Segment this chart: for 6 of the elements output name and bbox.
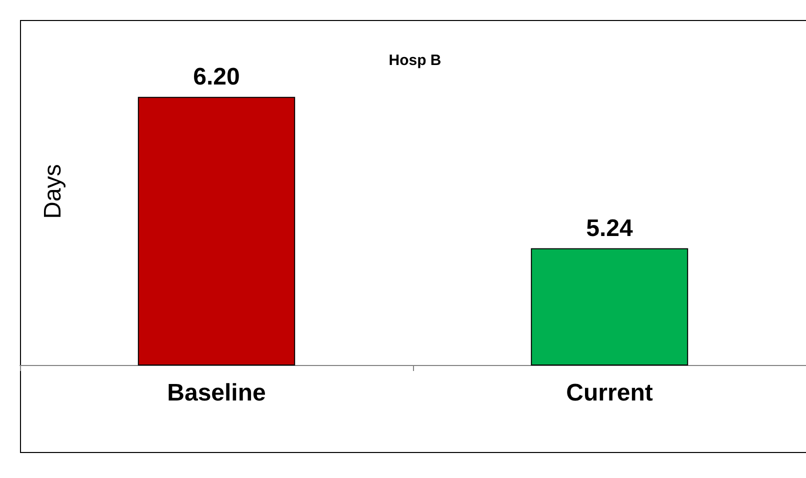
x-tick-label: Current <box>566 380 653 406</box>
data-label: 6.20 <box>193 63 240 90</box>
text: Hosp B <box>388 52 442 69</box>
data-label: 5.24 <box>586 214 634 242</box>
y-axis-title: Days <box>40 164 66 219</box>
x-tick-label: Baseline <box>167 380 266 406</box>
